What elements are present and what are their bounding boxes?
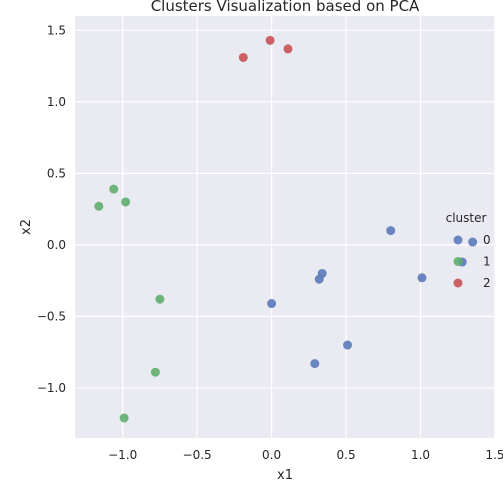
cluster-2-point	[238, 52, 248, 62]
y-tick-label: −1.0	[37, 381, 66, 395]
cluster-1-point	[109, 184, 119, 194]
legend-marker	[453, 278, 463, 288]
cluster-1-point	[121, 197, 131, 207]
cluster-0-point	[468, 237, 478, 247]
y-tick-label: 1.5	[47, 23, 66, 37]
chart-title: Clusters Visualization based on PCA	[151, 0, 420, 15]
cluster-1-point	[119, 413, 129, 423]
y-tick-labels: −1.0 −0.5 0.0 0.5 1.0 1.5	[37, 23, 66, 395]
y-axis-label: x2	[19, 219, 34, 235]
x-tick-label: 1.5	[485, 448, 503, 462]
x-tick-label: 0.0	[262, 448, 281, 462]
cluster-0-point	[314, 274, 324, 284]
legend-label: 2	[483, 276, 491, 290]
cluster-0-point	[343, 340, 353, 350]
y-tick-label: 0.0	[47, 238, 66, 252]
legend-label: 0	[483, 233, 491, 247]
cluster-1-point	[155, 294, 165, 304]
cluster-2-point	[283, 44, 293, 54]
legend-title: cluster	[446, 211, 487, 225]
x-tick-label: 0.5	[337, 448, 356, 462]
y-tick-label: 1.0	[47, 95, 66, 109]
y-tick-label: −0.5	[37, 309, 66, 323]
data-points	[94, 35, 478, 423]
cluster-1-point	[94, 201, 104, 211]
cluster-0-point	[386, 226, 396, 236]
cluster-0-point	[417, 273, 427, 283]
legend-marker	[453, 257, 463, 266]
legend-label: 1	[483, 255, 491, 269]
cluster-0-point	[310, 359, 320, 369]
cluster-2-point	[265, 35, 275, 45]
x-tick-label: 1.0	[411, 448, 430, 462]
legend-marker	[453, 235, 463, 245]
cluster-0-point	[267, 299, 277, 309]
grid-lines	[75, 16, 496, 438]
x-axis-label: x1	[277, 468, 293, 483]
x-tick-labels: −1.0 −0.5 0.0 0.5 1.0 1.5	[108, 448, 503, 462]
plot-area	[75, 16, 495, 438]
x-tick-label: −1.0	[108, 448, 137, 462]
legend: cluster 0 1 2	[446, 211, 491, 290]
x-tick-label: −0.5	[183, 448, 212, 462]
y-tick-label: 0.5	[47, 166, 66, 180]
cluster-1-point	[150, 367, 160, 377]
